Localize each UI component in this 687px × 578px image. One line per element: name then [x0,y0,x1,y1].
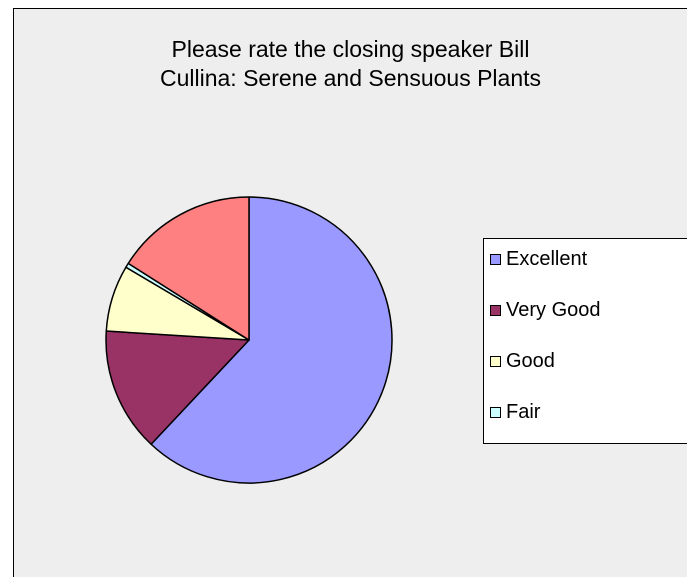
chart-title-line-1: Please rate the closing speaker Bill [171,36,530,62]
legend: Excellent Very Good Good Fair [483,238,687,444]
legend-label-excellent: Excellent [506,247,588,270]
pie-slice-excellent [150,196,393,484]
legend-item-fair: Fair [490,400,540,424]
legend-label-fair: Fair [506,400,541,423]
legend-label-very-good: Very Good [506,298,601,321]
pie-slice-unlabeled [127,196,250,341]
legend-item-very-good: Very Good [490,298,601,322]
legend-item-good: Good [490,349,555,373]
chart-title: Please rate the closing speaker Bill Cul… [14,35,687,93]
legend-label-good: Good [506,349,555,372]
chart-title-line-2: Cullina: Serene and Sensuous Plants [159,65,542,91]
legend-swatch-very-good [490,304,501,316]
pie-chart [105,196,393,484]
chart-area: Please rate the closing speaker Bill Cul… [13,8,687,577]
legend-swatch-good [490,355,501,367]
legend-swatch-fair [490,406,501,418]
legend-swatch-excellent [490,253,501,265]
legend-item-excellent: Excellent [490,247,587,271]
pie-slice-very-good [105,330,250,445]
